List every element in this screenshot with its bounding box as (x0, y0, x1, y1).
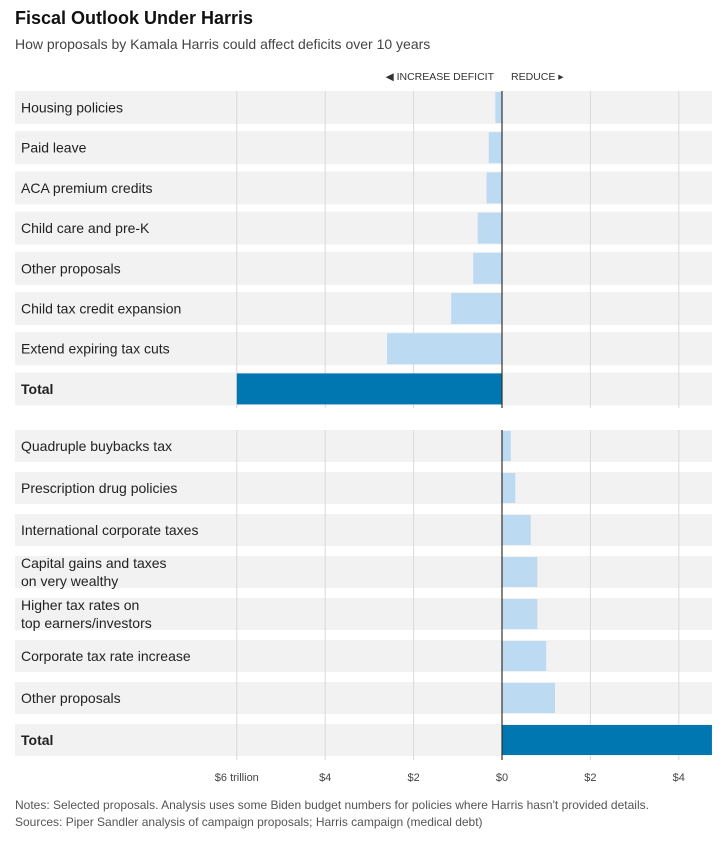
row-background (15, 171, 712, 205)
row-label: International corporate taxes (21, 522, 198, 538)
row-background (15, 598, 712, 630)
x-tick-label: $2 (584, 772, 596, 784)
row-background (15, 91, 712, 124)
row-background (15, 211, 712, 245)
total-bar (236, 373, 503, 405)
bar (495, 92, 502, 123)
row-background (15, 430, 712, 462)
row-background (15, 332, 712, 366)
bar (486, 172, 502, 204)
bar-chart: Housing policies Paid leave ACA premium cr… (15, 91, 712, 784)
bar (502, 641, 547, 671)
bar (502, 473, 516, 503)
bar (477, 212, 502, 244)
row-label: ACA premium credits (21, 180, 152, 196)
notes-line: Notes: Selected proposals. Analysis uses… (15, 798, 649, 812)
row-label: Total (21, 381, 53, 397)
row-label: Paid leave (21, 140, 87, 156)
bar (387, 333, 502, 365)
row-label: Child care and pre-K (21, 220, 150, 236)
bar (502, 557, 538, 587)
sources-line: Sources: Piper Sandler analysis of campa… (15, 815, 483, 829)
total-bar (502, 725, 712, 755)
direction-reduce: REDUCE ▸ (511, 71, 564, 83)
x-tick-label: $2 (407, 772, 419, 784)
bar (502, 683, 556, 713)
bar (502, 599, 538, 629)
row-label: Quadruple buybacks tax (21, 438, 172, 454)
bar (502, 431, 511, 461)
chart-title: Fiscal Outlook Under Harris (15, 8, 254, 28)
row-label: Higher tax rates on top earners/investors (21, 597, 152, 631)
row-label: Child tax credit expansion (21, 301, 181, 317)
row-label: Extend expiring tax cuts (21, 341, 170, 357)
chart-subtitle: How proposals by Kamala Harris could aff… (15, 36, 431, 52)
row-background (15, 251, 712, 285)
direction-increase-deficit: ◀ INCREASE DEFICIT (385, 71, 494, 83)
row-background (15, 682, 712, 714)
x-tick-label: $0 (496, 772, 508, 784)
chart-notes: Notes: Selected proposals. Analysis uses… (15, 797, 649, 831)
row-label: Other proposals (21, 260, 121, 276)
bar (473, 252, 502, 284)
row-label: Housing policies (21, 100, 123, 116)
row-label: Total (21, 732, 53, 748)
x-tick-label: $4 (319, 772, 331, 784)
bar (488, 132, 502, 164)
row-background (15, 640, 712, 672)
x-tick-label: $4 (673, 772, 685, 784)
row-background (15, 292, 712, 325)
bar (502, 515, 531, 545)
row-background (15, 131, 712, 165)
row-label: Corporate tax rate increase (21, 648, 191, 664)
row-background (15, 556, 712, 588)
row-background (15, 472, 712, 504)
row-label: Capital gains and taxes on very wealthy (21, 555, 167, 589)
row-background (15, 514, 712, 546)
x-tick-label: $6 trillion (215, 772, 259, 784)
row-label: Prescription drug policies (21, 480, 177, 496)
row-label: Other proposals (21, 690, 121, 706)
bar (451, 293, 502, 324)
